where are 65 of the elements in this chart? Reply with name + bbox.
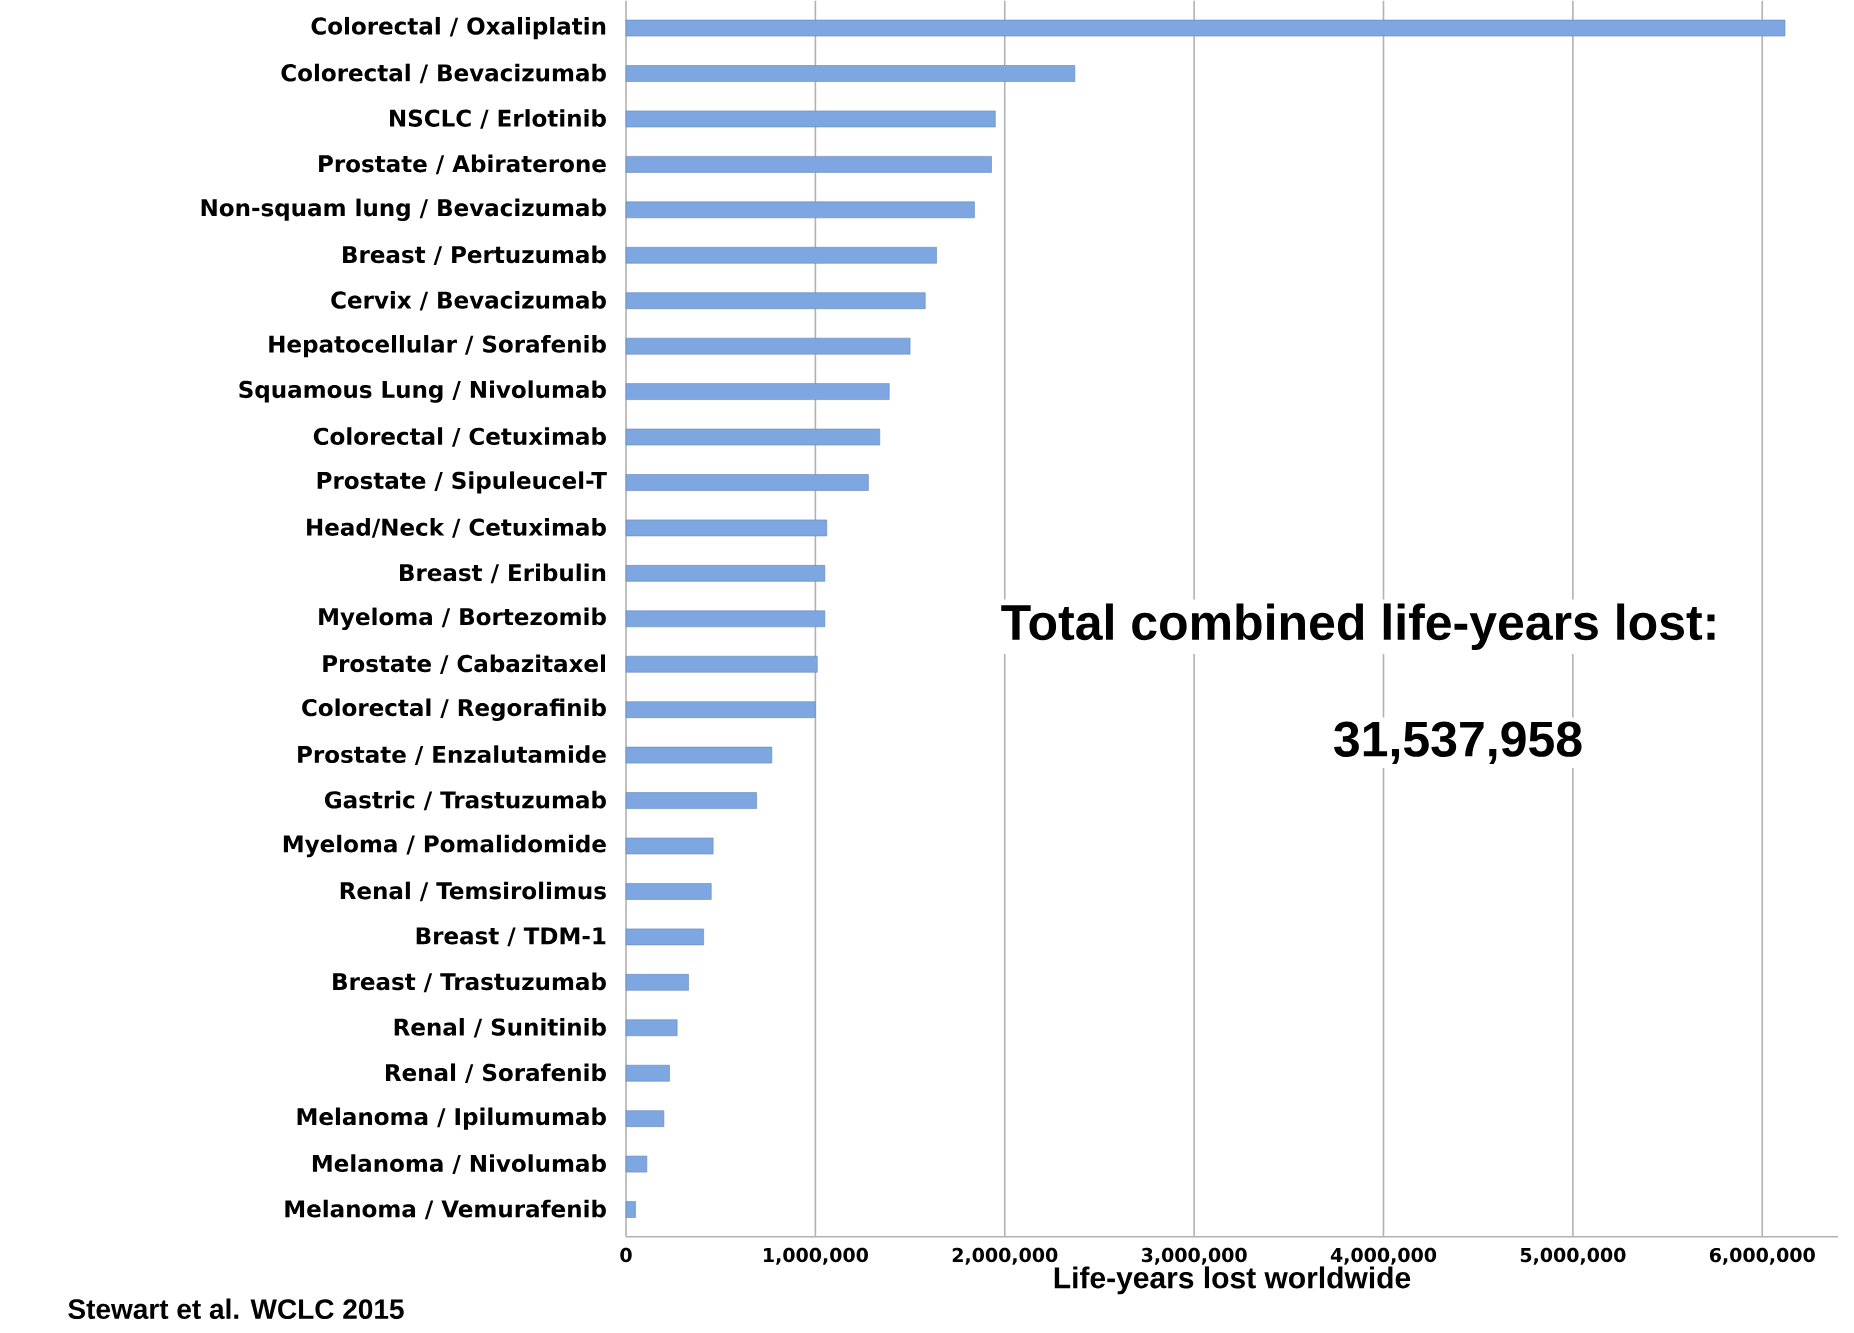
bar xyxy=(625,292,926,310)
bar xyxy=(625,883,712,900)
bar xyxy=(625,1065,670,1082)
y-tick-label: Hepatocellular / Sorafenib xyxy=(269,335,606,358)
annotation: Total combined life-years lost: xyxy=(1001,603,1715,651)
bar xyxy=(625,928,704,946)
y-tick-label: Non-squam lung / Bevacizumab xyxy=(201,198,606,222)
y-tick-label: Colorectal / Cetuximab xyxy=(313,427,606,447)
y-tick-label: Melanoma / Ipilumumab xyxy=(297,1107,606,1130)
bar xyxy=(625,1201,636,1218)
y-tick-label: Breast / TDM-1 xyxy=(416,927,606,947)
y-tick-label: Prostate / Enzalutamide xyxy=(298,745,606,766)
bar xyxy=(625,837,714,855)
x-tick-label: 4,000,000 xyxy=(1330,1247,1437,1265)
bar xyxy=(625,792,757,809)
y-tick-label: Breast / Eribulin xyxy=(400,563,606,584)
bar xyxy=(625,247,937,264)
bar xyxy=(625,383,890,401)
y-tick-label: Renal / Temsirolimus xyxy=(340,881,606,902)
y-tick-label: Breast / Pertuzumab xyxy=(343,245,606,266)
y-tick-label: Head/Neck / Cetuximab xyxy=(307,518,606,538)
bar xyxy=(625,565,826,582)
x-tick-label: 5,000,000 xyxy=(1520,1247,1626,1265)
bar xyxy=(625,1110,665,1128)
y-tick-label: Squamous Lung / Nivolumab xyxy=(239,380,606,403)
y-tick-label: Prostate / Cabazitaxel xyxy=(323,654,606,675)
bar xyxy=(625,19,1786,37)
bar xyxy=(625,156,992,173)
text: Stewart et al. WCLC 2015 xyxy=(68,1298,404,1320)
x-tick-label: 3,000,000 xyxy=(1141,1247,1247,1265)
y-tick-label: Gastric / Trastuzumab xyxy=(324,790,606,811)
bar xyxy=(625,474,869,491)
y-tick-label: Colorectal / Oxaliplatin xyxy=(311,17,606,40)
y-tick-label: Prostate / Sipuleucel-T xyxy=(317,471,607,494)
y-tick-label: Renal / Sunitinib xyxy=(394,1018,606,1038)
y-tick-label: NSCLC / Erlotinib xyxy=(390,109,606,129)
y-tick-label: Myeloma / Bortezomib xyxy=(319,607,606,631)
y-tick-label: Melanoma / Nivolumab xyxy=(312,1154,606,1175)
bar xyxy=(625,701,816,719)
y-tick-label: Cervix / Bevacizumab xyxy=(331,291,606,311)
x-tick-label: 0 xyxy=(620,1247,632,1263)
bar xyxy=(625,610,826,628)
y-tick-label: Renal / Sorafenib xyxy=(385,1063,606,1084)
bar xyxy=(625,1019,678,1037)
bar xyxy=(625,1155,648,1173)
y-tick-label: Prostate / Abiraterone xyxy=(319,154,606,175)
bar xyxy=(625,746,773,764)
bar xyxy=(625,656,818,673)
bar xyxy=(625,201,975,219)
bar xyxy=(625,519,828,537)
bar xyxy=(625,65,1076,82)
x-axis-title: Life-years lost worldwide xyxy=(1054,1266,1411,1295)
bar xyxy=(625,428,881,446)
x-tick-label: 6,000,000 xyxy=(1709,1247,1815,1265)
y-tick-label: Colorectal / Bevacizumab xyxy=(281,63,606,84)
y-tick-label: Melanoma / Vemurafenib xyxy=(285,1199,606,1220)
y-tick-label: Breast / Trastuzumab xyxy=(333,972,606,993)
bar xyxy=(625,110,996,128)
annotation: 31,537,958 xyxy=(1334,721,1582,765)
y-tick-label: Colorectal / Regorafinib xyxy=(302,698,606,721)
y-tick-label: Myeloma / Pomalidomide xyxy=(283,834,606,858)
x-tick-label: 2,000,000 xyxy=(952,1247,1058,1265)
bar xyxy=(625,974,689,991)
x-tick-label: 1,000,000 xyxy=(764,1247,868,1265)
bar xyxy=(625,337,911,355)
